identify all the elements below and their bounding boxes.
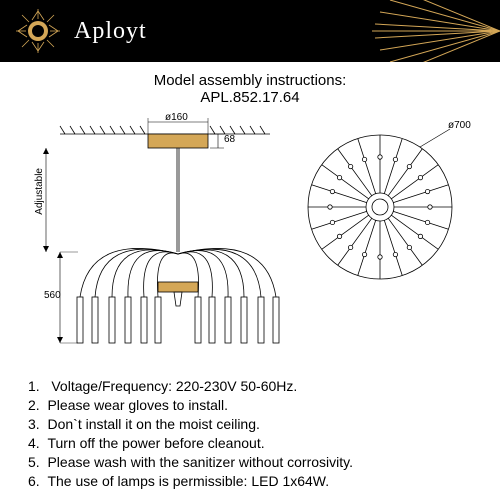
- instruction-item: 3. Don`t install it on the moist ceiling…: [28, 416, 472, 432]
- instruction-item: 1. Voltage/Frequency: 220-230V 50-60Hz.: [28, 378, 472, 394]
- dim-drop: 560: [44, 290, 61, 301]
- instructions-list: 1. Voltage/Frequency: 220-230V 50-60Hz. …: [0, 372, 500, 489]
- logo-sun-icon: [16, 9, 60, 53]
- instruction-item: 2. Please wear gloves to install.: [28, 397, 472, 413]
- top-view: [308, 129, 452, 279]
- brand-header: Aployt: [0, 0, 500, 62]
- dim-canopy-height: 68: [224, 134, 235, 145]
- diagram-area: ø160 68 Adjustable 560 ø700: [0, 112, 500, 372]
- instruction-item: 5. Please wash with the sanitizer withou…: [28, 454, 472, 470]
- side-view: [43, 118, 279, 343]
- brand-name: Aployt: [74, 18, 147, 45]
- dim-canopy-width: ø160: [165, 112, 188, 123]
- dim-adjustable: Adjustable: [34, 168, 45, 215]
- title-block: Model assembly instructions: APL.852.17.…: [0, 62, 500, 112]
- dim-top-diameter: ø700: [448, 120, 471, 131]
- instruction-item: 6. The use of lamps is permissible: LED …: [28, 473, 472, 489]
- header-rays-icon: [360, 0, 500, 62]
- title-line2: APL.852.17.64: [0, 89, 500, 106]
- instruction-item: 4. Turn off the power before cleanout.: [28, 435, 472, 451]
- title-line1: Model assembly instructions:: [0, 72, 500, 89]
